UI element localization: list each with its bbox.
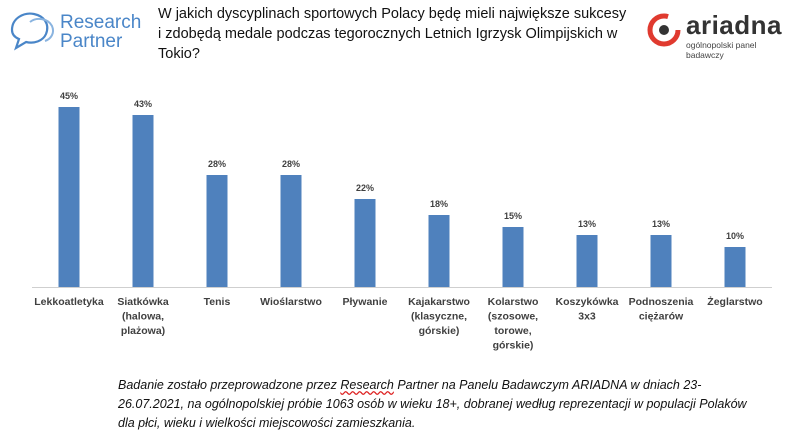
- value-label-5: 18%: [430, 199, 448, 209]
- bar-2: [206, 175, 228, 287]
- category-label-6-3: górskie): [493, 340, 534, 352]
- speech-bubbles-icon: [10, 12, 55, 51]
- category-label-1-1: (halowa,: [122, 311, 164, 323]
- footnote: Badanie zostało przeprowadzone przez Res…: [118, 376, 758, 433]
- bar-1: [132, 115, 154, 287]
- category-label-9-0: Żeglarstwo: [707, 295, 762, 308]
- category-label-1-2: plażowa): [121, 325, 165, 337]
- category-label-6-1: (szosowe,: [488, 311, 538, 323]
- value-label-3: 28%: [282, 159, 300, 169]
- ariadna-brand: ariadna: [686, 10, 782, 40]
- logo-left-line2: Partner: [60, 31, 123, 52]
- survey-question: W jakich dyscyplinach sportowych Polacy …: [158, 6, 627, 62]
- value-label-6: 15%: [504, 211, 522, 221]
- category-label-6-0: Kolarstwo: [488, 296, 539, 308]
- footnote-part2: Research: [340, 378, 394, 392]
- value-label-1: 43%: [134, 99, 152, 109]
- ariadna-mark-icon: [647, 13, 681, 47]
- category-label-5-0: Kajakarstwo: [408, 296, 470, 308]
- logo-left-line1: Research: [60, 12, 142, 33]
- category-label-7-0: Koszykówka: [555, 296, 618, 308]
- bar-8: [650, 235, 672, 287]
- bar-0: [58, 107, 80, 287]
- value-label-8: 13%: [652, 219, 670, 229]
- value-label-2: 28%: [208, 159, 226, 169]
- value-label-0: 45%: [60, 91, 78, 101]
- category-label-1-0: Siatkówka: [117, 296, 169, 308]
- category-label-8-1: ciężarów: [639, 311, 684, 323]
- category-label-5-1: (klasyczne,: [411, 311, 467, 323]
- research-partner-logo: Research Partner: [6, 8, 156, 54]
- category-label-6-2: torowe,: [494, 325, 531, 337]
- value-label-7: 13%: [578, 219, 596, 229]
- category-label-2-0: Tenis: [204, 296, 231, 308]
- value-label-9: 10%: [726, 231, 744, 241]
- ariadna-subtitle: ogólnopolski panel badawczy: [686, 40, 757, 60]
- bar-6: [502, 227, 524, 287]
- category-label-5-2: górskie): [419, 325, 460, 337]
- bar-7: [576, 235, 598, 287]
- category-label-7-1: 3x3: [578, 311, 596, 323]
- value-label-4: 22%: [356, 183, 374, 193]
- bar-9: [724, 247, 746, 287]
- bar-3: [280, 175, 302, 287]
- bar-chart: 45% Lekkoatletyka 43% Siatkówka (halowa, plaż…: [32, 91, 772, 352]
- category-label-8-0: Podnoszenia: [629, 296, 694, 308]
- category-label-3-0: Wioślarstwo: [260, 296, 322, 308]
- bar-5: [428, 215, 450, 287]
- category-label-4-0: Pływanie: [343, 296, 388, 308]
- footnote-part1: Badanie zostało przeprowadzone przez: [118, 378, 341, 392]
- bar-4: [354, 199, 376, 287]
- category-label-0-0: Lekkoatletyka: [34, 296, 104, 308]
- ariadna-logo: ariadna ogólnopolski panel badawczy: [646, 10, 796, 60]
- footnote-part3: Partner na Panelu Badawczym ARIADNA w dn…: [118, 378, 747, 430]
